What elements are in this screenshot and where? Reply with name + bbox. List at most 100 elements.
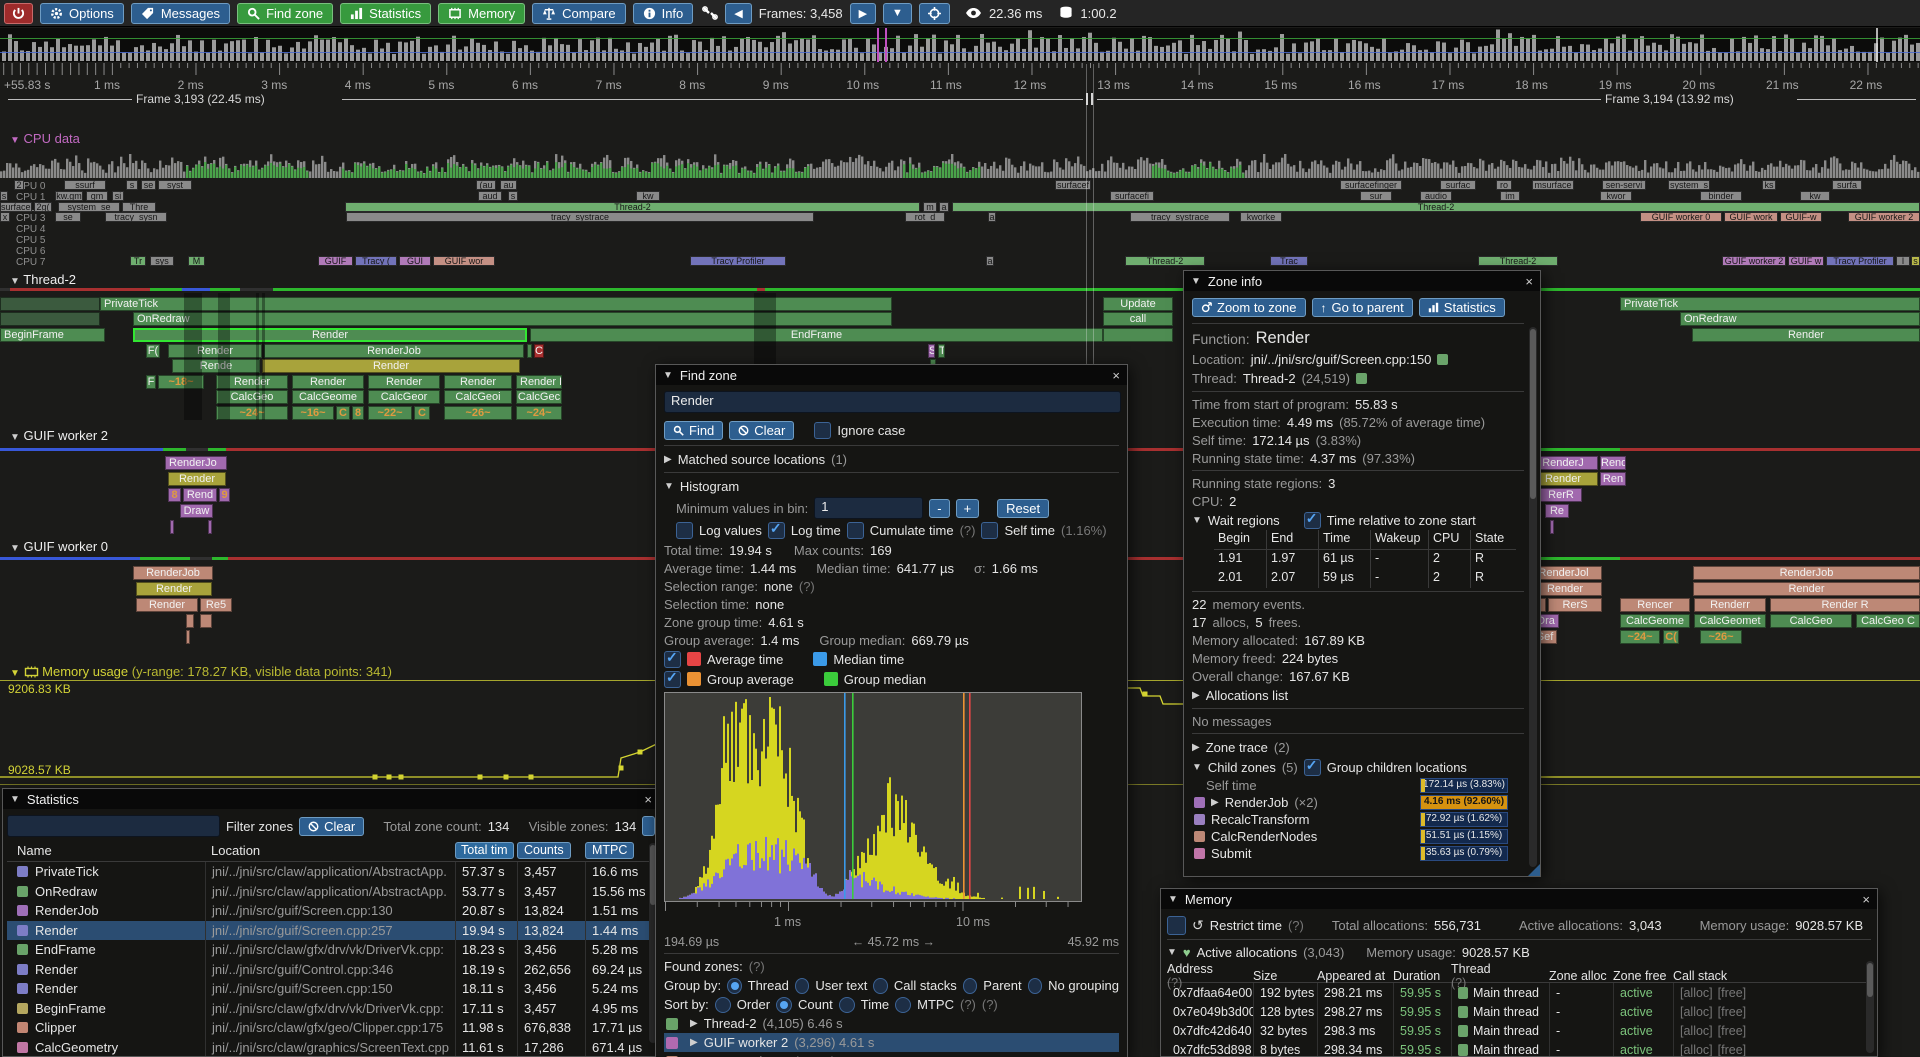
- cpu-zone[interactable]: aud: [478, 190, 502, 201]
- timeline-zone[interactable]: ~22~: [368, 406, 412, 420]
- tools-icon[interactable]: [702, 6, 719, 20]
- histogram-section-row[interactable]: ▼ Histogram: [664, 478, 740, 494]
- cpu-zone[interactable]: kw: [1800, 190, 1830, 201]
- allocation-row[interactable]: 0x7dfc53d898 8 bytes 298.34 ms 59.95 s Main …: [1167, 1040, 1871, 1056]
- timeline-zone[interactable]: Render: [368, 375, 440, 389]
- cpu-zone[interactable]: x: [0, 212, 10, 223]
- cpu-zone[interactable]: I: [1896, 255, 1910, 266]
- clear-filter-button[interactable]: Clear: [299, 816, 365, 836]
- memory-titlebar[interactable]: ▼ Memory ×: [1161, 889, 1877, 909]
- cpu-zone[interactable]: ks: [1762, 180, 1776, 190]
- cpu-data-section-header[interactable]: ▼ CPU data: [10, 131, 80, 146]
- find-button[interactable]: Find: [664, 420, 724, 440]
- timeline-zone[interactable]: [186, 630, 190, 644]
- clear-button[interactable]: Clear: [729, 420, 795, 440]
- timeline-zone[interactable]: PrivateTick: [1620, 297, 1920, 311]
- timeline-zone[interactable]: Update: [1103, 297, 1173, 311]
- timeline-zone[interactable]: [0, 312, 100, 326]
- timeline-zone[interactable]: [186, 614, 194, 628]
- cpu-zone[interactable]: surfac: [1440, 180, 1476, 190]
- timeline-zone[interactable]: Draw: [180, 504, 213, 518]
- radio-group-user-text[interactable]: [794, 977, 810, 994]
- timeline-zone[interactable]: call: [1103, 312, 1173, 326]
- timeline-zone[interactable]: [1550, 520, 1554, 534]
- cpu-zone[interactable]: GUI: [399, 255, 431, 266]
- memory-usage-section-header[interactable]: ▼ Memory usage (y-range: 178.27 KB, visi…: [10, 664, 392, 679]
- cpu-zone[interactable]: GUIF-w: [1780, 212, 1822, 223]
- memory-scrollbar[interactable]: [1866, 961, 1874, 1053]
- legend-checkbox[interactable]: [664, 649, 681, 668]
- self-time-checkbox[interactable]: [981, 522, 999, 539]
- timeline-zone[interactable]: Render R: [1770, 598, 1920, 612]
- stats-table-row[interactable]: OnRedraw jni/../jni/src/claw/application/…: [7, 881, 655, 901]
- matched-source-locations-row[interactable]: ▶ Matched source locations (1): [664, 451, 848, 467]
- bin-minus-button[interactable]: -: [929, 498, 950, 518]
- timeline-zone[interactable]: S: [928, 344, 935, 358]
- cpu-zone[interactable]: Tracy Profiler: [1826, 255, 1894, 266]
- cpu-zone[interactable]: 2g(: [34, 201, 52, 212]
- timeline-zone[interactable]: RenderJob: [133, 566, 213, 580]
- cpu-zone[interactable]: ssurf: [64, 180, 106, 190]
- stats-header-location[interactable]: Location: [211, 842, 261, 858]
- close-icon[interactable]: ×: [1862, 891, 1870, 907]
- cpu-zone[interactable]: se: [55, 212, 81, 223]
- timeline-zone[interactable]: Render: [168, 344, 262, 358]
- cpu-zone[interactable]: m: [923, 201, 937, 212]
- cpu-zone[interactable]: syst: [158, 180, 192, 190]
- timeline-zone[interactable]: C: [414, 406, 430, 420]
- memory-button[interactable]: Memory: [438, 2, 526, 24]
- log-time-checkbox[interactable]: [767, 520, 785, 539]
- timeline-zone[interactable]: CalcGeome: [1620, 614, 1690, 628]
- cpu-zone[interactable]: GUIF worker 0: [1640, 212, 1722, 223]
- stats-table-row[interactable]: EndFrame jni/../jni/src/claw/gfx/drv/vk/D…: [7, 940, 655, 960]
- cpu-zone[interactable]: Thread-2: [1478, 255, 1558, 266]
- zoom-to-zone-button[interactable]: Zoom to zone: [1192, 298, 1306, 317]
- timeline-zone[interactable]: [208, 520, 212, 534]
- zone-info-titlebar[interactable]: ▼ Zone info ×: [1184, 271, 1540, 291]
- timeline-zone[interactable]: Rend: [1600, 456, 1626, 470]
- zone-location[interactable]: jni/../jni/src/guif/Screen.cpp:150: [1250, 352, 1432, 367]
- bin-plus-button[interactable]: +: [955, 498, 980, 518]
- cpu-zone[interactable]: sys: [150, 255, 174, 266]
- stats-table-row[interactable]: Render jni/../jni/src/guif/Control.cpp:34…: [7, 959, 655, 979]
- cpu-zone[interactable]: Thread-2: [952, 201, 1920, 212]
- cpu-zone[interactable]: GUIF worker 2: [1722, 255, 1786, 266]
- cpu-zone[interactable]: kw.gm: [55, 190, 83, 201]
- timeline-zone[interactable]: [170, 520, 174, 534]
- timeline-zone[interactable]: [0, 297, 100, 311]
- close-icon[interactable]: ×: [1525, 273, 1533, 289]
- child-zone-row[interactable]: CalcRenderNodes 51.51 µs (1.15%): [1192, 828, 1524, 845]
- cpu-zone[interactable]: msurface: [1532, 180, 1574, 190]
- allocation-row[interactable]: 0x7dfc42d640 32 bytes 298.3 ms 59.95 s Main …: [1167, 1021, 1871, 1040]
- timeline-zone[interactable]: 8: [168, 488, 181, 502]
- timeline-zone[interactable]: Render: [1692, 328, 1920, 342]
- cpu-zone[interactable]: s: [508, 190, 518, 201]
- cpu-zone[interactable]: s: [0, 190, 8, 201]
- timeline-zone[interactable]: ~26~: [1700, 630, 1742, 644]
- stats-table-row[interactable]: Clipper jni/../jni/src/claw/gfx/geo/Clipp…: [7, 1018, 655, 1038]
- timeline-zone[interactable]: CalcGeor: [368, 390, 440, 404]
- cpu-zone[interactable]: surfacefinger: [1340, 180, 1402, 190]
- cpu-zone[interactable]: tracy_systrace: [346, 212, 814, 223]
- radio-sort-time[interactable]: [838, 996, 855, 1013]
- legend-checkbox[interactable]: [664, 669, 681, 688]
- crosshair-button[interactable]: [918, 2, 950, 24]
- cpu-zone[interactable]: surfacefi: [1110, 190, 1154, 201]
- radio-sort-count[interactable]: [776, 996, 793, 1013]
- timeline-zone[interactable]: C(: [1663, 630, 1679, 644]
- resize-grip[interactable]: [1528, 864, 1540, 876]
- timeline-zone[interactable]: RenderJob: [264, 344, 524, 358]
- stats-table-row[interactable]: Render jni/../jni/src/guif/Screen.cpp:150…: [7, 979, 655, 999]
- timeline-zone[interactable]: CalcGeo: [216, 390, 288, 404]
- timeline-zone[interactable]: ~24~: [216, 406, 288, 420]
- thread-label-guif-worker-0[interactable]: ▼ GUIF worker 0: [10, 539, 109, 554]
- stats-table-row[interactable]: BeginFrame jni/../jni/src/claw/gfx/drv/vk…: [7, 998, 655, 1018]
- zone-info-scrollbar[interactable]: [1529, 327, 1537, 867]
- timeline-zone[interactable]: Rencer: [1620, 598, 1690, 612]
- cpu-zone[interactable]: GUIF: [318, 255, 353, 266]
- timeline-zone[interactable]: CalcGeo: [1770, 614, 1852, 628]
- stats-table-row[interactable]: CalcGeometry jni/../jni/src/claw/graphics…: [7, 1037, 655, 1056]
- radio-group-thread[interactable]: [727, 977, 742, 994]
- timeline-zone[interactable]: Rende: [172, 359, 260, 373]
- time-relative-checkbox[interactable]: [1303, 510, 1321, 529]
